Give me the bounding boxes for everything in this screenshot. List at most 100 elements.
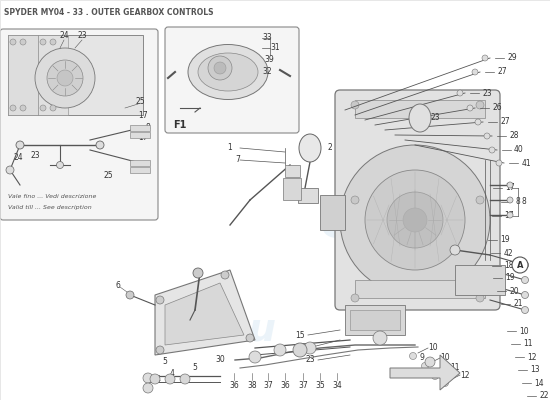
Text: 24: 24 xyxy=(59,32,69,40)
Text: 25: 25 xyxy=(135,98,145,106)
Text: A: A xyxy=(517,260,523,270)
Text: 27: 27 xyxy=(500,118,510,126)
Circle shape xyxy=(126,291,134,299)
Text: 10: 10 xyxy=(440,354,450,362)
Circle shape xyxy=(221,271,229,279)
Text: 7: 7 xyxy=(235,156,240,164)
Text: 23: 23 xyxy=(482,88,492,98)
Text: 42: 42 xyxy=(503,248,513,258)
Circle shape xyxy=(421,362,428,370)
Text: 8: 8 xyxy=(522,198,527,206)
FancyBboxPatch shape xyxy=(335,90,500,310)
Text: 10: 10 xyxy=(519,326,529,336)
Circle shape xyxy=(457,90,463,96)
Circle shape xyxy=(143,383,153,393)
Circle shape xyxy=(10,39,16,45)
Text: 8: 8 xyxy=(146,122,150,132)
Bar xyxy=(455,265,505,295)
Circle shape xyxy=(403,208,427,232)
Circle shape xyxy=(472,69,478,75)
Bar xyxy=(130,160,150,166)
Circle shape xyxy=(274,344,286,356)
Text: 10: 10 xyxy=(428,344,438,352)
Text: 34: 34 xyxy=(332,380,342,390)
Circle shape xyxy=(304,342,316,354)
Polygon shape xyxy=(155,270,255,355)
Circle shape xyxy=(156,296,164,304)
Circle shape xyxy=(214,62,226,74)
Circle shape xyxy=(96,141,104,149)
Circle shape xyxy=(150,374,160,384)
Text: 38: 38 xyxy=(247,380,257,390)
Bar xyxy=(350,310,400,330)
Circle shape xyxy=(521,276,529,284)
Text: 37: 37 xyxy=(263,380,273,390)
Circle shape xyxy=(165,374,175,384)
Bar xyxy=(130,132,150,138)
Text: 9: 9 xyxy=(420,354,425,362)
Text: 4: 4 xyxy=(169,368,174,378)
Text: 12: 12 xyxy=(460,370,470,380)
Circle shape xyxy=(47,60,83,96)
Text: 13: 13 xyxy=(530,366,540,374)
Bar xyxy=(320,195,345,230)
Circle shape xyxy=(521,292,529,298)
Text: 36: 36 xyxy=(229,380,239,390)
Text: 24: 24 xyxy=(13,154,23,162)
Text: F1: F1 xyxy=(173,120,186,130)
Circle shape xyxy=(40,39,46,45)
Circle shape xyxy=(35,48,95,108)
Bar xyxy=(8,35,38,115)
Text: 2: 2 xyxy=(328,144,332,152)
Circle shape xyxy=(489,147,495,153)
Bar xyxy=(345,305,405,335)
FancyBboxPatch shape xyxy=(165,27,299,133)
Text: 19: 19 xyxy=(500,236,510,244)
Circle shape xyxy=(507,212,513,218)
Bar xyxy=(283,178,301,200)
Text: 15: 15 xyxy=(295,330,305,340)
Text: Valid till ... See description: Valid till ... See description xyxy=(8,204,92,210)
FancyBboxPatch shape xyxy=(0,29,158,220)
Circle shape xyxy=(156,346,164,354)
Ellipse shape xyxy=(409,104,431,132)
Text: 6: 6 xyxy=(116,280,120,290)
Text: 37: 37 xyxy=(298,380,308,390)
Circle shape xyxy=(246,334,254,342)
Circle shape xyxy=(16,141,24,149)
Ellipse shape xyxy=(299,134,321,162)
Ellipse shape xyxy=(198,53,258,91)
Text: 1: 1 xyxy=(228,144,232,152)
Circle shape xyxy=(50,39,56,45)
Circle shape xyxy=(432,372,438,380)
Text: 5: 5 xyxy=(192,364,197,372)
Circle shape xyxy=(293,343,307,357)
Circle shape xyxy=(476,294,484,302)
Text: 36: 36 xyxy=(280,380,290,390)
Text: 11: 11 xyxy=(523,340,533,348)
Bar xyxy=(298,188,318,203)
Text: 40: 40 xyxy=(514,146,524,154)
Circle shape xyxy=(208,56,232,80)
Text: 17: 17 xyxy=(138,110,148,120)
Text: 27: 27 xyxy=(497,68,507,76)
Text: 23: 23 xyxy=(430,114,440,122)
Text: 23: 23 xyxy=(305,356,315,364)
Text: 17: 17 xyxy=(504,212,514,220)
Circle shape xyxy=(351,196,359,204)
Text: 17: 17 xyxy=(505,184,515,192)
Polygon shape xyxy=(390,355,460,390)
Circle shape xyxy=(484,133,490,139)
Circle shape xyxy=(476,196,484,204)
Circle shape xyxy=(6,166,14,174)
Bar xyxy=(285,165,300,177)
Circle shape xyxy=(50,105,56,111)
Circle shape xyxy=(249,351,261,363)
Circle shape xyxy=(351,294,359,302)
Text: 14: 14 xyxy=(534,378,544,388)
Circle shape xyxy=(387,192,443,248)
Text: 28: 28 xyxy=(509,132,519,140)
Circle shape xyxy=(521,306,529,314)
Text: 23: 23 xyxy=(77,32,87,40)
Circle shape xyxy=(512,257,528,273)
